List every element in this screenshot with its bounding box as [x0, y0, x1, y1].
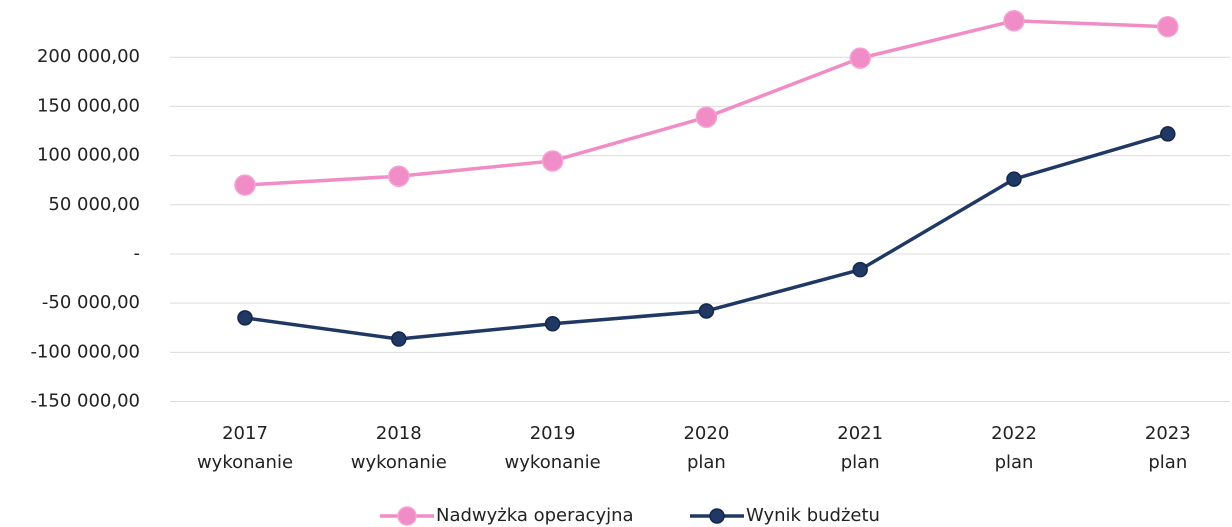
- data-point: [234, 174, 256, 196]
- x-tick-label: plan: [1148, 452, 1187, 473]
- data-point: [1006, 171, 1022, 187]
- data-point: [698, 303, 715, 319]
- data-point: [849, 47, 871, 69]
- x-tick-label: 2023: [1145, 423, 1191, 444]
- legend-marker: [397, 506, 417, 526]
- y-tick-label: -: [134, 243, 141, 264]
- x-tick-label: 2019: [530, 423, 576, 444]
- x-tick-label: 2017: [222, 423, 268, 444]
- legend-label: Nadwyżka operacyjna: [436, 505, 634, 526]
- legend-label: Wynik budżetu: [746, 505, 880, 526]
- x-tick-label: 2021: [837, 423, 883, 444]
- data-point: [388, 165, 410, 187]
- x-tick-label: wykonanie: [505, 452, 601, 473]
- y-tick-label: -50 000,00: [42, 292, 140, 313]
- data-point: [695, 106, 718, 128]
- data-point: [544, 316, 561, 332]
- x-tick-label: plan: [841, 452, 880, 473]
- y-tick-label: 100 000,00: [37, 145, 140, 166]
- x-tick-label: 2020: [683, 423, 729, 444]
- y-tick-label: 50 000,00: [48, 194, 140, 215]
- data-point: [391, 331, 407, 347]
- data-point: [1157, 15, 1179, 38]
- x-tick-label: 2018: [376, 423, 422, 444]
- x-tick-label: 2022: [991, 423, 1037, 444]
- data-point: [237, 310, 253, 326]
- y-tick-label: 150 000,00: [37, 95, 140, 116]
- y-tick-label: -150 000,00: [30, 391, 140, 412]
- data-point: [1003, 10, 1025, 32]
- x-tick-label: wykonanie: [351, 452, 447, 473]
- x-tick-label: wykonanie: [197, 452, 293, 473]
- data-point: [1160, 126, 1176, 142]
- legend-marker: [709, 508, 725, 524]
- x-tick-label: plan: [995, 452, 1034, 473]
- x-tick-label: plan: [687, 452, 726, 473]
- series-line: [244, 19, 1168, 187]
- data-point: [852, 261, 868, 278]
- y-tick-label: -100 000,00: [30, 341, 140, 362]
- y-tick-label: 200 000,00: [37, 46, 140, 67]
- data-point: [541, 150, 564, 172]
